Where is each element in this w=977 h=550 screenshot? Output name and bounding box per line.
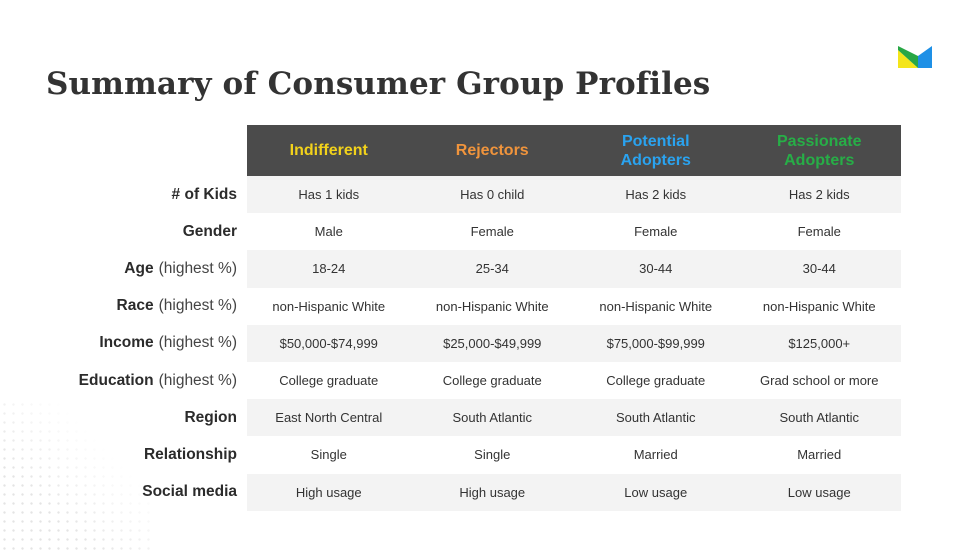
table-cell: non-Hispanic White bbox=[435, 298, 549, 314]
table-header-row: Indifferent Rejectors Potential Adopters… bbox=[50, 125, 901, 176]
table-row: Race (highest %) non-Hispanic White non-His… bbox=[50, 288, 901, 325]
table-cell: 25-34 bbox=[475, 261, 509, 277]
table-cell: South Atlantic bbox=[452, 410, 533, 426]
table-row: Age (highest %) 18-24 25-34 30-44 30-44 bbox=[50, 250, 901, 288]
table-cell: Low usage bbox=[624, 484, 688, 500]
row-cells: Male Female Female Female bbox=[247, 213, 901, 250]
table-cell: South Atlantic bbox=[779, 410, 860, 426]
table-cell: Single bbox=[310, 447, 347, 463]
row-cells: College graduate College graduate College … bbox=[247, 362, 901, 399]
table-cell: non-Hispanic White bbox=[599, 298, 713, 314]
table-row: Education (highest %) College graduate Coll… bbox=[50, 362, 901, 399]
table-cell: $50,000-$74,999 bbox=[279, 335, 378, 351]
table-cell: Male bbox=[314, 224, 343, 240]
brand-logo bbox=[898, 46, 932, 68]
table-cell: College graduate bbox=[279, 373, 379, 389]
row-label: Social media bbox=[50, 474, 247, 511]
row-label-main: Income bbox=[99, 334, 154, 352]
row-label: Race (highest %) bbox=[50, 288, 247, 325]
table-body: # of Kids Has 1 kids Has 0 child Has 2 kids… bbox=[50, 176, 901, 511]
logo-green-shape bbox=[898, 46, 918, 68]
table-cell: Married bbox=[633, 447, 678, 463]
row-cells: East North Central South Atlantic South At… bbox=[247, 399, 901, 437]
table-cell: non-Hispanic White bbox=[762, 298, 876, 314]
table-cell: Has 1 kids bbox=[298, 187, 360, 203]
row-label-qualifier: (highest %) bbox=[158, 297, 237, 315]
table-cell: Female bbox=[797, 224, 841, 240]
row-label: # of Kids bbox=[50, 176, 247, 213]
row-cells: High usage High usage Low usage Low usage bbox=[247, 473, 901, 511]
table-cell: Married bbox=[797, 447, 842, 463]
table-row: Region East North Central South Atlantic So… bbox=[50, 399, 901, 437]
row-label: Education (highest %) bbox=[50, 362, 247, 399]
header-band: Indifferent Rejectors Potential Adopters… bbox=[247, 125, 901, 176]
table-cell: College graduate bbox=[442, 373, 542, 389]
table-cell: Single bbox=[474, 447, 511, 463]
row-cells: 18-24 25-34 30-44 30-44 bbox=[247, 250, 901, 288]
table-cell: South Atlantic bbox=[616, 410, 696, 426]
table-cell: 30-44 bbox=[639, 261, 673, 277]
row-label-main: Race bbox=[116, 297, 154, 315]
header-potential-adopters: Potential Adopters bbox=[620, 132, 691, 169]
table-cell: Has 0 child bbox=[460, 187, 525, 203]
header-spacer bbox=[50, 125, 247, 176]
table-cell: $125,000+ bbox=[788, 335, 851, 351]
row-label: Relationship bbox=[50, 436, 247, 473]
row-label: Region bbox=[50, 399, 247, 436]
table-cell: $75,000-$99,999 bbox=[606, 335, 705, 351]
table-cell: Female bbox=[470, 224, 514, 240]
row-label-main: Relationship bbox=[143, 445, 237, 463]
table-cell: East North Central bbox=[275, 410, 383, 426]
table-row: Income (highest %) $50,000-$74,999 $25,000-… bbox=[50, 324, 901, 362]
table-cell: High usage bbox=[295, 484, 362, 500]
row-label-main: Social media bbox=[142, 483, 237, 501]
table-cell: Has 2 kids bbox=[625, 187, 687, 203]
table-cell: Grad school or more bbox=[760, 373, 879, 389]
table-row: Social media High usage High usage Low usag… bbox=[50, 473, 901, 511]
table-row: Relationship Single Single Married Married bbox=[50, 436, 901, 473]
row-label-main: Gender bbox=[182, 222, 237, 240]
header-indifferent: Indifferent bbox=[289, 142, 368, 159]
header-rejectors: Rejectors bbox=[455, 142, 529, 159]
row-cells: $50,000-$74,999 $25,000-$49,999 $75,000-$9… bbox=[247, 324, 901, 362]
table-cell: High usage bbox=[459, 484, 526, 500]
row-label: Gender bbox=[50, 213, 247, 250]
table-cell: College graduate bbox=[606, 373, 706, 389]
row-label-qualifier: (highest %) bbox=[158, 371, 237, 389]
table-cell: Female bbox=[634, 224, 678, 240]
table-cell: Low usage bbox=[787, 484, 851, 500]
row-label-main: Education bbox=[78, 371, 154, 389]
table-cell: $25,000-$49,999 bbox=[443, 335, 542, 351]
logo-blue-shape bbox=[918, 46, 932, 68]
row-label-main: Region bbox=[184, 408, 237, 426]
decorative-dot-pattern bbox=[0, 400, 150, 550]
row-label-qualifier: (highest %) bbox=[158, 259, 237, 277]
table-cell: 30-44 bbox=[802, 261, 836, 277]
profile-table: Indifferent Rejectors Potential Adopters… bbox=[50, 125, 901, 511]
row-label: Age (highest %) bbox=[50, 250, 247, 287]
row-label: Income (highest %) bbox=[50, 325, 247, 362]
row-label-main: Age bbox=[124, 259, 154, 277]
row-cells: Has 1 kids Has 0 child Has 2 kids Has 2 kid… bbox=[247, 176, 901, 214]
row-label-main: # of Kids bbox=[171, 185, 237, 203]
row-cells: Single Single Married Married bbox=[247, 436, 901, 473]
table-row: Gender Male Female Female Female bbox=[50, 213, 901, 250]
table-cell: non-Hispanic White bbox=[272, 298, 386, 314]
row-cells: non-Hispanic White non-Hispanic White non-… bbox=[247, 288, 901, 325]
row-label-qualifier: (highest %) bbox=[158, 334, 237, 352]
table-cell: 18-24 bbox=[312, 261, 346, 277]
page-title: Summary of Consumer Group Profiles bbox=[46, 66, 711, 102]
table-cell: Has 2 kids bbox=[788, 187, 850, 203]
table-row: # of Kids Has 1 kids Has 0 child Has 2 kids… bbox=[50, 176, 901, 214]
header-passionate-adopters: Passionate Adopters bbox=[777, 132, 862, 169]
